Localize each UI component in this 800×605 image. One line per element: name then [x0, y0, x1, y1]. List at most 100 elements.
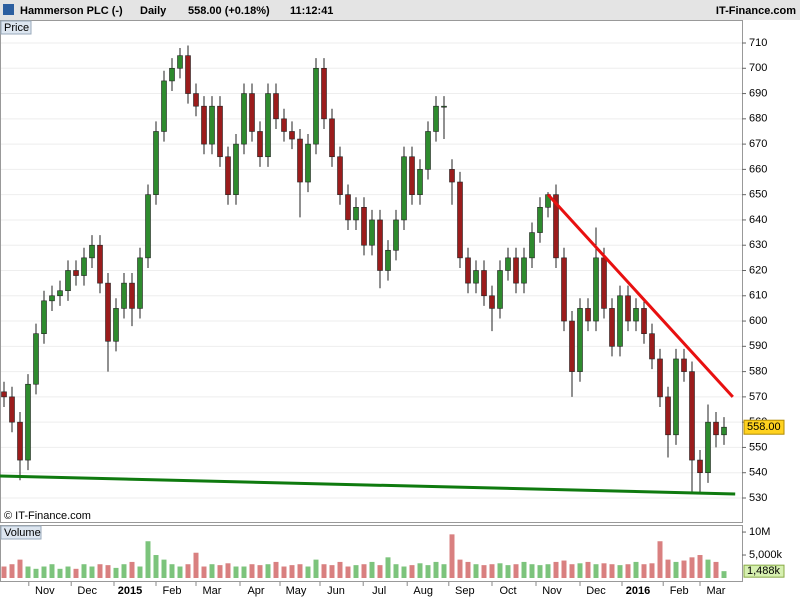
candle-body [137, 257, 143, 309]
y-tick-label: 580 [749, 366, 767, 378]
volume-bar [97, 564, 103, 578]
candle-body [457, 181, 463, 259]
candle-body [393, 219, 399, 251]
candle-body [129, 282, 135, 309]
quote: 558.00 (+0.18%) [188, 5, 270, 17]
volume-bar [201, 566, 207, 578]
y-tick-label: 540 [749, 467, 767, 479]
volume-bar [249, 564, 255, 578]
candle-body [657, 358, 663, 398]
candle-body [553, 194, 559, 259]
volume-bar [65, 566, 71, 578]
panel-label: Price [4, 22, 29, 34]
candle-body [513, 257, 519, 284]
volume-bar [385, 557, 391, 578]
volume-bar [265, 564, 271, 578]
x-tick-label: Mar [707, 585, 726, 597]
volume-bar [553, 561, 559, 578]
volume-bar [473, 564, 479, 578]
watermark: © IT-Finance.com [4, 510, 91, 522]
candle-body [569, 320, 575, 372]
x-tick-label: Feb [670, 585, 689, 597]
y-tick-label: 550 [749, 441, 767, 453]
volume-bar [633, 561, 639, 578]
volume-bar [113, 567, 119, 578]
volume-bar [257, 565, 263, 578]
brand: IT-Finance.com [716, 5, 796, 17]
candle-body [145, 194, 151, 259]
y-tick-label: 640 [749, 214, 767, 226]
volume-bar [521, 561, 527, 578]
volume-bar [209, 564, 215, 578]
volume-bar [585, 561, 591, 578]
volume-bar [105, 565, 111, 578]
x-tick-label: Mar [203, 585, 222, 597]
candle-body [265, 93, 271, 158]
volume-bar [225, 563, 231, 578]
volume-bar [193, 552, 199, 578]
volume-bar [665, 559, 671, 578]
y-tick-label: 570 [749, 391, 767, 403]
candle-body [289, 131, 295, 140]
y-tick-label: 660 [749, 163, 767, 175]
candle-body [249, 93, 255, 132]
volume-bar [393, 564, 399, 578]
candle-body [297, 138, 303, 183]
candle-body [257, 131, 263, 158]
candle-body [561, 257, 567, 322]
volume-bar [705, 559, 711, 578]
volume-bar [313, 559, 319, 578]
volume-bar [641, 564, 647, 578]
x-tick-label: 2016 [626, 585, 650, 597]
candle-body [521, 257, 527, 284]
volume-bar [297, 564, 303, 578]
x-tick-label: Jul [372, 585, 386, 597]
volume-bar [657, 541, 663, 578]
volume-bar [441, 564, 447, 578]
candle-body [617, 295, 623, 347]
last-price-label: 558.00 [747, 421, 781, 433]
y-tick-label: 650 [749, 189, 767, 201]
volume-bar [625, 564, 631, 578]
volume-bar [305, 566, 311, 578]
candle-body [689, 371, 695, 461]
volume-bar [1, 566, 7, 578]
candle-body [201, 105, 207, 145]
volume-bar [481, 565, 487, 578]
volume-bar [609, 564, 615, 578]
candle-body [497, 270, 503, 309]
x-tick-label: 2015 [118, 585, 142, 597]
volume-bar [593, 564, 599, 578]
volume-bar [129, 561, 135, 578]
candle-body [361, 207, 367, 246]
y-tick-label: 610 [749, 290, 767, 302]
candle-body [233, 143, 239, 195]
candle-body [177, 55, 183, 69]
panel-tag [0, 525, 42, 540]
candle-body [225, 156, 231, 195]
candle-body [673, 358, 679, 436]
volume-bar [505, 565, 511, 578]
candle-body [169, 67, 175, 82]
candle-body [585, 308, 591, 322]
candle-body [97, 244, 103, 284]
volume-label: Volume [4, 527, 41, 539]
candle-body [49, 295, 55, 302]
time: 11:12:41 [290, 5, 333, 17]
x-tick-label: May [286, 585, 307, 597]
candle-body [401, 156, 407, 221]
y-tick-label: 700 [749, 62, 767, 74]
y-tick-label: 690 [749, 87, 767, 99]
volume-bar [145, 541, 151, 578]
candle-body [529, 232, 535, 259]
volume-bar [41, 566, 47, 578]
x-tick-label: Jun [327, 585, 345, 597]
candle-body [241, 93, 247, 145]
candle-body [625, 295, 631, 322]
volume-bar [329, 565, 335, 578]
volume-bar [161, 559, 167, 578]
candle-body [433, 105, 439, 132]
volume-bar [377, 565, 383, 578]
volume-bar [401, 566, 407, 578]
volume-bar [457, 559, 463, 578]
